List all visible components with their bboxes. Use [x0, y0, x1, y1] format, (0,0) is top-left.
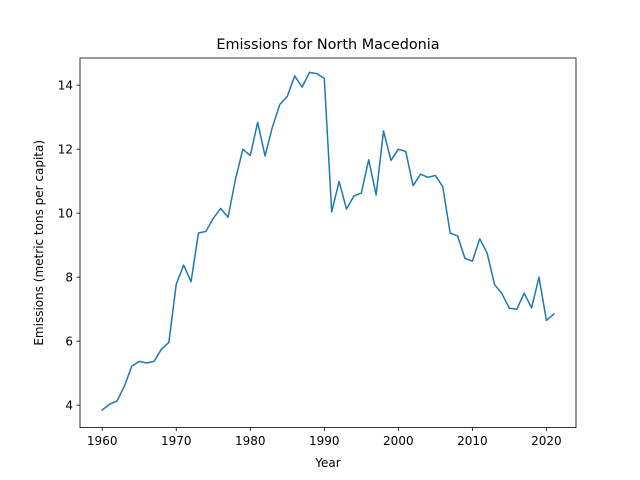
- plot-area: [80, 58, 576, 428]
- chart-title: Emissions for North Macedonia: [216, 37, 439, 53]
- x-tick-label: 1960: [87, 434, 118, 448]
- y-axis: 4 6 8 10 12 14: [58, 79, 80, 413]
- x-tick-label: 1990: [309, 434, 340, 448]
- y-tick-label: 14: [58, 79, 73, 93]
- x-tick-label: 2020: [531, 434, 562, 448]
- plot-border: [79, 57, 577, 429]
- y-axis-label: Emissions (metric tons per capita): [32, 140, 46, 346]
- x-tick-label: 1980: [235, 434, 266, 448]
- x-axis: 1960 1970 1980 1990 2000 2010 2020: [87, 427, 562, 448]
- x-tick-label: 2000: [383, 434, 414, 448]
- x-axis-label: Year: [314, 456, 340, 470]
- y-tick-label: 10: [58, 207, 73, 221]
- y-tick-label: 8: [65, 271, 73, 285]
- x-tick-label: 1970: [161, 434, 192, 448]
- y-tick-label: 4: [65, 399, 73, 413]
- y-tick-label: 6: [65, 335, 73, 349]
- axes-spines: [79, 57, 577, 429]
- series-line: [101, 71, 555, 412]
- x-tick-label: 2010: [457, 434, 488, 448]
- y-tick-label: 12: [58, 143, 73, 157]
